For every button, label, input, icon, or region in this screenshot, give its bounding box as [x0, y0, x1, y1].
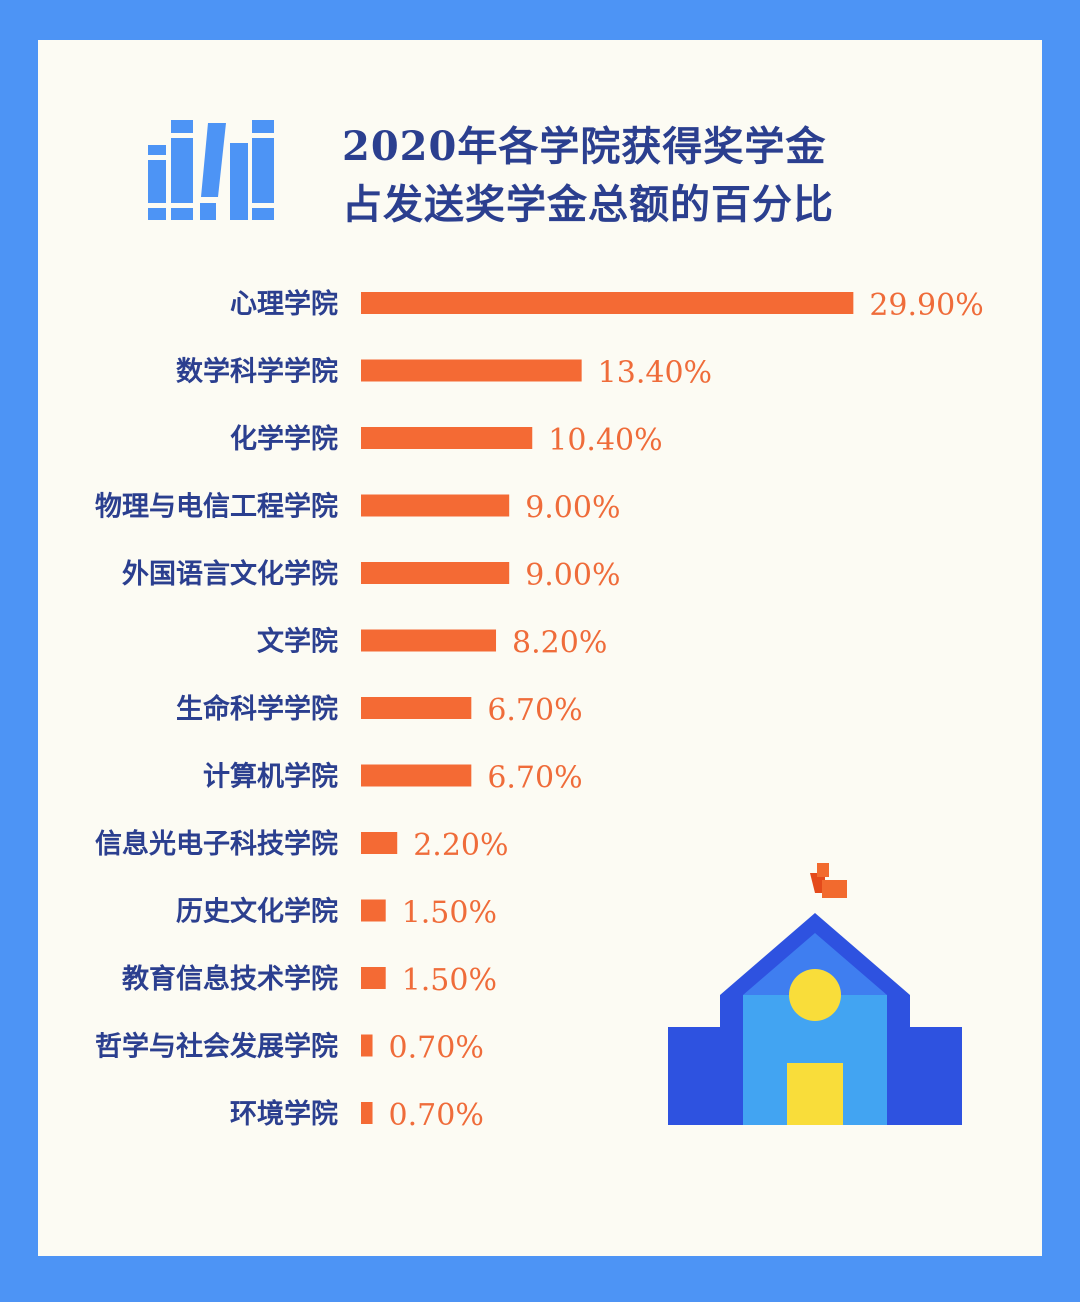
value-label: 0.70%: [389, 1098, 484, 1133]
bar: [361, 899, 386, 922]
category-label: 生命科学学院: [176, 693, 338, 725]
value-label: 9.00%: [525, 491, 620, 526]
bar: [361, 967, 386, 989]
value-label: 9.00%: [525, 558, 620, 593]
category-label: 哲学与社会发展学院: [95, 1031, 338, 1063]
bar: [361, 292, 854, 314]
category-label: 化学学院: [230, 423, 338, 455]
bar: [361, 494, 510, 517]
value-label: 8.20%: [512, 626, 607, 661]
category-label: 教育信息技术学院: [122, 963, 338, 995]
value-label: 1.50%: [402, 896, 497, 931]
bar: [361, 697, 472, 719]
value-label: 6.70%: [487, 761, 582, 796]
category-label: 历史文化学院: [176, 896, 338, 928]
bar: [361, 427, 533, 449]
chart-title-line-2: 占发送奖学金总额的百分比: [342, 181, 834, 228]
category-label: 环境学院: [230, 1098, 338, 1130]
bar: [361, 764, 472, 787]
chart-title: 2020年各学院获得奖学金 占发送奖学金总额的百分比: [342, 118, 982, 234]
value-label: 1.50%: [402, 963, 497, 998]
category-label: 信息光电子科技学院: [95, 828, 338, 860]
category-label: 计算机学院: [203, 761, 338, 793]
value-label: 2.20%: [413, 828, 508, 863]
bar: [361, 832, 398, 854]
value-label: 10.40%: [548, 423, 662, 458]
chart-title-line-1: 2020年各学院获得奖学金: [342, 123, 827, 170]
value-label: 13.40%: [598, 356, 712, 391]
value-label: 29.90%: [869, 288, 983, 323]
value-label: 6.70%: [487, 693, 582, 728]
category-label: 数学科学学院: [176, 356, 338, 388]
bar: [361, 1034, 373, 1057]
category-label: 心理学院: [230, 288, 338, 320]
value-label: 0.70%: [389, 1031, 484, 1066]
school-building-icon: [668, 863, 962, 1125]
bar: [361, 562, 510, 584]
books-icon: [148, 120, 274, 220]
bar: [361, 629, 497, 652]
category-label: 外国语言文化学院: [122, 558, 338, 590]
category-label: 物理与电信工程学院: [95, 491, 338, 523]
bar: [361, 1102, 373, 1124]
bar: [361, 359, 582, 382]
category-label: 文学院: [257, 626, 338, 658]
